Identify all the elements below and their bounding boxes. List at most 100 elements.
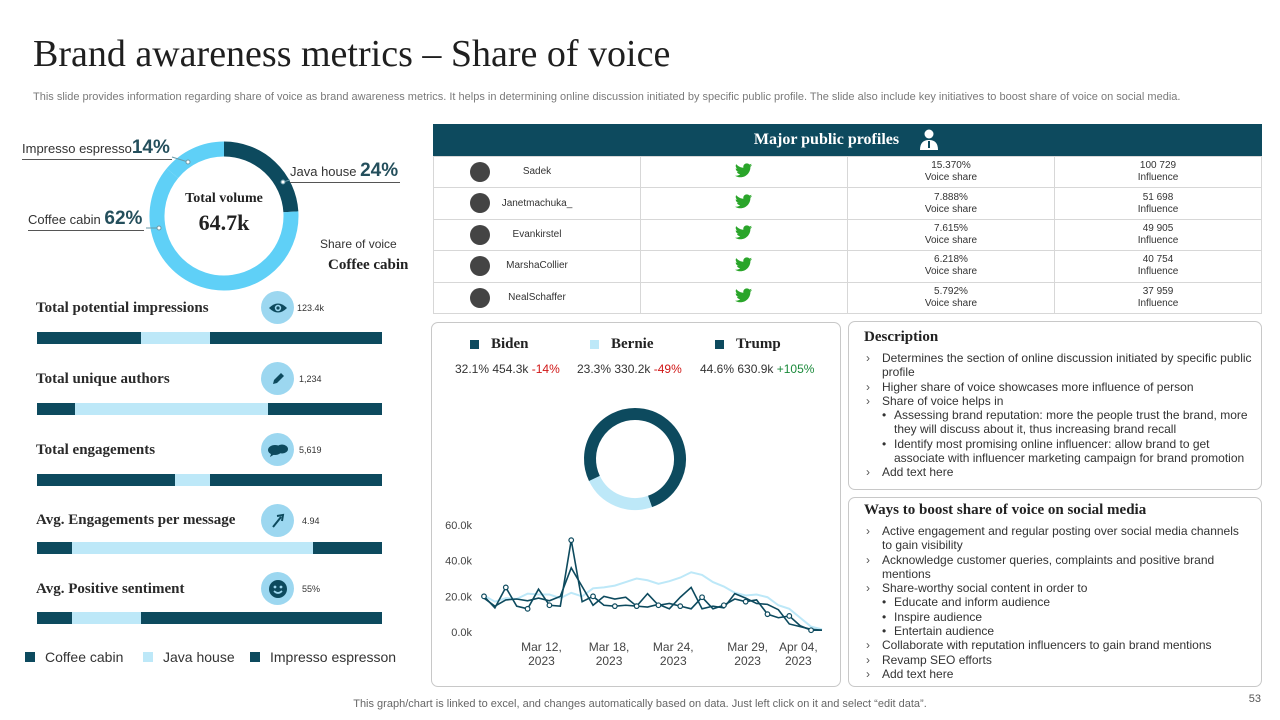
profile-name[interactable]: Sadek <box>522 166 552 178</box>
metric-value: 123.4k <box>297 303 325 313</box>
description-list: Determines the section of online discuss… <box>864 351 1252 480</box>
y-tick-label: 0.0k <box>451 627 472 639</box>
twitter-cell <box>640 218 848 252</box>
ways-panel: Ways to boost share of voice on social m… <box>848 497 1262 687</box>
twitter-cell <box>640 250 848 283</box>
voice-share-cell: 6.218% Voice share <box>847 250 1055 283</box>
list-item: Active engagement and regular posting ov… <box>864 524 1252 553</box>
profile-name[interactable]: NealSchaffer <box>508 291 566 303</box>
list-item: Collaborate with reputation influencers … <box>864 638 1252 653</box>
description-panel: Description Determines the section of on… <box>848 321 1262 490</box>
metric-bar-segment <box>71 612 141 624</box>
list-item: Entertain audience <box>864 624 1252 639</box>
series-point-biden <box>524 605 531 612</box>
metric-value: 55% <box>302 584 321 594</box>
list-item: Identify most promising online influence… <box>864 437 1252 466</box>
avatar <box>470 162 490 182</box>
candidate-slice <box>588 475 652 510</box>
metric-label: Total potential impressions <box>36 300 209 316</box>
metric-bar-segment <box>71 542 313 554</box>
profile-row: Janetmachuka_ 7.888% Voice share 51 698 Infl… <box>433 187 1262 220</box>
avatar <box>470 256 490 277</box>
stat-trump: 44.6% 630.9k +105% <box>700 362 815 376</box>
x-tick-label: Mar 29, <box>727 640 768 654</box>
avatar <box>470 287 490 308</box>
series-point-biden <box>590 593 596 600</box>
candidate-slice <box>584 408 636 481</box>
share-of-voice-brand: Coffee cabin <box>328 257 409 273</box>
page-title: Brand awareness metrics – Share of voice <box>33 33 671 75</box>
candidate-donut <box>584 408 686 510</box>
voice-share-cell: 7.615% Voice share <box>847 218 1055 252</box>
voice-share-cell: 15.370% Voice share <box>847 155 1055 189</box>
list-item: Share-worthy social content in order to <box>864 581 1252 596</box>
list-item: Acknowledge customer queries, complaints… <box>864 553 1252 582</box>
donut-label-coffee: Coffee cabin 62% <box>28 208 145 231</box>
series-line-trump <box>483 565 823 632</box>
profile-name[interactable]: MarshaCollier <box>506 260 568 272</box>
x-tick-label: 2023 <box>660 654 687 668</box>
x-tick-label: Mar 18, <box>589 640 630 654</box>
influence-cell: 40 754 Influence <box>1054 250 1262 283</box>
metric-label: Avg. Engagements per message <box>36 512 236 528</box>
avatar <box>470 193 490 214</box>
metric-value: 5,619 <box>299 445 322 455</box>
metric-bar <box>37 403 382 415</box>
twitter-icon <box>735 225 752 240</box>
ways-title: Ways to boost share of voice on social m… <box>864 502 1147 518</box>
series-point-biden <box>699 594 705 601</box>
series-point-biden <box>568 537 575 544</box>
twitter-cell <box>640 187 848 220</box>
profile-name-cell: MarshaCollier <box>433 250 641 283</box>
metric-bar <box>37 332 382 344</box>
series-point-biden <box>611 603 618 610</box>
metric-bar-segment <box>140 332 210 344</box>
metric-bar-segment <box>313 542 382 554</box>
profile-name-cell: NealSchaffer <box>433 281 641 314</box>
bar-legend-java: Java house <box>143 649 235 665</box>
metric-bar-segment <box>140 612 382 624</box>
list-item: Share of voice helps in <box>864 394 1252 409</box>
profile-name[interactable]: Evankirstel <box>512 228 562 240</box>
list-item: Determines the section of online discuss… <box>864 351 1252 380</box>
profile-row: Evankirstel 7.615% Voice share 49 905 Influe… <box>433 218 1262 252</box>
twitter-icon <box>735 194 752 209</box>
footer-note: This graph/chart is linked to excel, and… <box>353 698 927 710</box>
metric-bar <box>37 474 382 486</box>
y-tick-label: 20.0k <box>445 591 472 603</box>
list-item: Educate and inform audience <box>864 595 1252 610</box>
metric-bar-segment <box>37 474 175 486</box>
users-icon <box>920 129 939 150</box>
arrow-up-right-icon <box>261 504 294 537</box>
donut-label-java: Java house 24% <box>290 160 401 183</box>
series-point-biden <box>655 602 662 609</box>
metric-bar-segment <box>37 403 75 415</box>
series-point-biden <box>764 611 771 618</box>
avatar <box>470 224 490 245</box>
series-point-biden <box>808 627 814 634</box>
y-tick-label: 60.0k <box>445 520 472 532</box>
donut-label-impresso: Impresso espresso14% <box>22 137 172 160</box>
share-of-voice-donut <box>149 141 299 291</box>
list-item: Assessing brand reputation: more the peo… <box>864 408 1252 437</box>
series-point-biden <box>546 602 553 609</box>
stat-biden: 32.1% 454.3k -14% <box>455 362 560 376</box>
candidate-slice <box>634 408 686 508</box>
profile-name[interactable]: Janetmachuka_ <box>501 197 573 209</box>
profiles-grid: Sadek 15.370% Voice share 100 729 Influence J… <box>433 155 1262 314</box>
profile-row: NealSchaffer 5.792% Voice share 37 959 Influ… <box>433 281 1262 314</box>
metric-bar-segment <box>37 612 72 624</box>
influence-cell: 49 905 Influence <box>1054 218 1262 252</box>
profile-name-cell: Janetmachuka_ <box>433 187 641 220</box>
twitter-cell <box>640 281 848 314</box>
series-line-biden <box>483 540 822 632</box>
influence-cell: 51 698 Influence <box>1054 187 1262 220</box>
legend-trump: Trump <box>715 336 781 353</box>
legend-biden: Biden <box>470 336 529 353</box>
profile-name-cell: Evankirstel <box>433 218 641 252</box>
metric-value: 1,234 <box>299 374 322 384</box>
twitter-icon <box>735 163 752 177</box>
y-tick-label: 40.0k <box>445 556 472 568</box>
x-tick-label: Mar 12, <box>521 640 562 654</box>
